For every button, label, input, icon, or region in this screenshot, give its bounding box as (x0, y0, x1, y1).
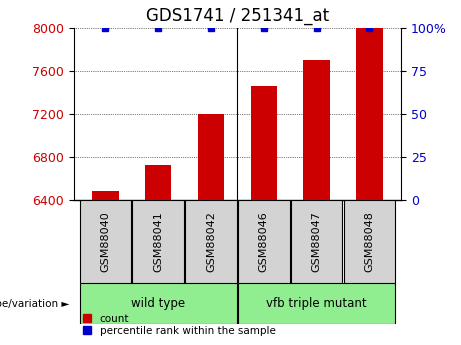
Text: GSM88040: GSM88040 (100, 211, 111, 272)
Bar (92, 191, 118, 200)
Bar (291, 200, 343, 283)
Bar (343, 200, 395, 283)
Bar (303, 60, 330, 200)
Text: GSM88047: GSM88047 (312, 211, 322, 272)
Bar (80, 283, 237, 324)
Bar (238, 200, 290, 283)
Text: GSM88042: GSM88042 (206, 211, 216, 272)
Bar (80, 200, 131, 283)
Bar (251, 86, 277, 200)
Text: GSM88041: GSM88041 (153, 211, 163, 272)
Legend: count, percentile rank within the sample: count, percentile rank within the sample (79, 309, 280, 340)
Text: GSM88046: GSM88046 (259, 211, 269, 272)
Bar (145, 165, 171, 200)
Text: GSM88048: GSM88048 (364, 211, 374, 272)
Bar (198, 114, 224, 200)
Bar (238, 283, 395, 324)
Bar (132, 200, 184, 283)
Text: wild type: wild type (131, 297, 185, 310)
Bar (356, 28, 383, 200)
Text: vfb triple mutant: vfb triple mutant (266, 297, 367, 310)
Bar (185, 200, 237, 283)
Text: genotype/variation ►: genotype/variation ► (0, 299, 69, 308)
Title: GDS1741 / 251341_at: GDS1741 / 251341_at (146, 7, 329, 25)
